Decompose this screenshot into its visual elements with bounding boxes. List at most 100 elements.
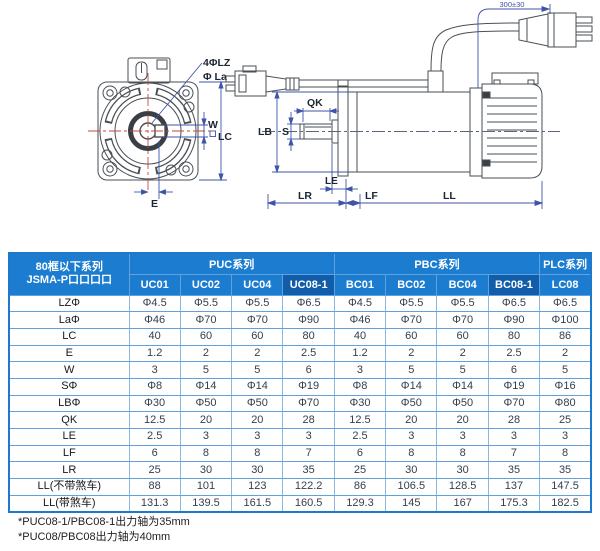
spec-cell: 28 (282, 411, 335, 429)
table-row: E 1.2 2 2 2.5 1.2 2 2 2.5 2 (8, 344, 592, 363)
spec-cell: 3 (385, 428, 438, 446)
spec-cell: Φ14 (385, 377, 438, 396)
cable-gland (427, 70, 444, 93)
side-dimensions (266, 4, 551, 209)
motor-side-view (225, 12, 593, 179)
terminal-housing (127, 57, 171, 84)
table-row: LC 40 60 60 80 40 60 60 80 86 (8, 327, 592, 346)
spec-cell: 3 (333, 361, 387, 379)
spec-cell: 6 (128, 444, 181, 463)
row-label: LaΦ (8, 311, 130, 329)
spec-cell: 40 (128, 327, 181, 346)
spec-cell: 60 (231, 327, 284, 346)
row-label: LZΦ (8, 294, 130, 313)
column-header-bc01: BC01 (333, 273, 387, 296)
table-row: LaΦ Φ46 Φ70 Φ70 Φ90 Φ46 Φ70 Φ70 Φ90 Φ100 (8, 311, 592, 329)
spec-cell: Φ50 (385, 394, 438, 413)
spec-cell: Φ5.5 (436, 294, 489, 313)
table-row: LL(不带煞车) 88 101 123 122.2 86 106.5 128.5 137 147.… (8, 478, 592, 496)
spec-cell: Φ30 (128, 394, 181, 413)
spec-cell: 7 (282, 444, 335, 463)
label-s: S (282, 126, 289, 138)
spec-cell: 8 (436, 444, 489, 463)
column-header-uc01: UC01 (128, 273, 181, 296)
spec-cell: Φ14 (436, 377, 489, 396)
column-header-bc04: BC04 (436, 273, 489, 296)
spec-cell: 60 (385, 327, 438, 346)
spec-cell: 106.5 (385, 478, 438, 496)
table-row: LE 2.5 3 3 3 2.5 3 3 3 3 (8, 428, 592, 446)
label-le: LE (325, 176, 338, 187)
spec-cell: Φ70 (436, 311, 489, 329)
spec-cell: 20 (436, 411, 489, 429)
spec-cell: Φ6.5 (487, 294, 541, 313)
spec-cell: 145 (385, 494, 438, 513)
spec-cell: 3 (282, 428, 335, 446)
spec-cell: 2 (385, 344, 438, 363)
spec-cell: Φ6.5 (282, 294, 335, 313)
spec-cell: 86 (539, 327, 592, 346)
spec-cell: Φ80 (539, 394, 592, 413)
spec-cell: 139.5 (179, 494, 233, 513)
row-label: LF (8, 444, 130, 463)
spec-cell: Φ50 (179, 394, 233, 413)
spec-cell: 20 (385, 411, 438, 429)
spec-cell: Φ19 (487, 377, 541, 396)
table-row: LL(带煞车) 131.3 139.5 161.5 160.5 129.3 145 167 17… (8, 494, 592, 513)
motor-body (337, 72, 543, 179)
series-group-header: PBC系列 (333, 252, 541, 275)
spec-cell: Φ100 (539, 311, 592, 329)
spec-cell: Φ19 (282, 377, 335, 396)
spec-cell: 2 (436, 344, 489, 363)
table-row: QK 12.5 20 20 28 12.5 20 20 28 25 (8, 411, 592, 429)
spec-cell: 167 (436, 494, 489, 513)
spec-cell: 3 (539, 428, 592, 446)
spec-cell: 5 (231, 361, 284, 379)
column-header-lc08: LC08 (539, 273, 592, 296)
spec-cell: 28 (487, 411, 541, 429)
spec-cell: 2.5 (282, 344, 335, 363)
spec-cell: Φ70 (282, 394, 335, 413)
spec-cell: 35 (282, 461, 335, 480)
spec-cell: Φ5.5 (385, 294, 438, 313)
corner-header-line2: JSMA-P口口口口 (26, 274, 113, 287)
spec-cell: 60 (179, 327, 233, 346)
column-header-uc04: UC04 (231, 273, 284, 296)
spec-cell: 2 (231, 344, 284, 363)
power-connector (518, 12, 593, 48)
spec-cell: 8 (231, 444, 284, 463)
column-header-bc08-1: BC08-1 (487, 273, 541, 296)
spec-cell: 6 (333, 444, 387, 463)
series-group-header: PLC系列 (539, 252, 592, 275)
spec-cell: 6 (282, 361, 335, 379)
row-label: QK (8, 411, 130, 429)
series-group-header: PUC系列 (128, 252, 335, 275)
table-row: LF 6 8 8 7 6 8 8 7 8 (8, 444, 592, 463)
spec-cell: 131.3 (128, 494, 181, 513)
row-label: LBΦ (8, 394, 130, 413)
label-phila: Φ La (203, 71, 227, 83)
spec-cell: Φ4.5 (333, 294, 387, 313)
spec-cell: 160.5 (282, 494, 335, 513)
spec-cell: 182.5 (539, 494, 592, 513)
spec-cell: 86 (333, 478, 387, 496)
spec-cell: Φ46 (128, 311, 181, 329)
motor-dimension-drawing: 4ΦLZ Φ La W LC E (88, 0, 593, 210)
spec-cell: Φ90 (487, 311, 541, 329)
spec-cell: Φ46 (333, 311, 387, 329)
spec-cell: 6 (487, 361, 541, 379)
spec-cell: 80 (282, 327, 335, 346)
spec-cell: 128.5 (436, 478, 489, 496)
spec-cell: Φ8 (128, 377, 181, 396)
spec-cell: 3 (231, 428, 284, 446)
spec-cell: 8 (179, 444, 233, 463)
spec-cell: Φ50 (231, 394, 284, 413)
spec-cell: 5 (539, 361, 592, 379)
spec-cell: 8 (385, 444, 438, 463)
spec-cell: 25 (128, 461, 181, 480)
spec-cell: 123 (231, 478, 284, 496)
spec-cell: 25 (333, 461, 387, 480)
table-row: LBΦ Φ30 Φ50 Φ50 Φ70 Φ30 Φ50 Φ50 Φ70 Φ80 (8, 394, 592, 413)
spec-cell: 40 (333, 327, 387, 346)
